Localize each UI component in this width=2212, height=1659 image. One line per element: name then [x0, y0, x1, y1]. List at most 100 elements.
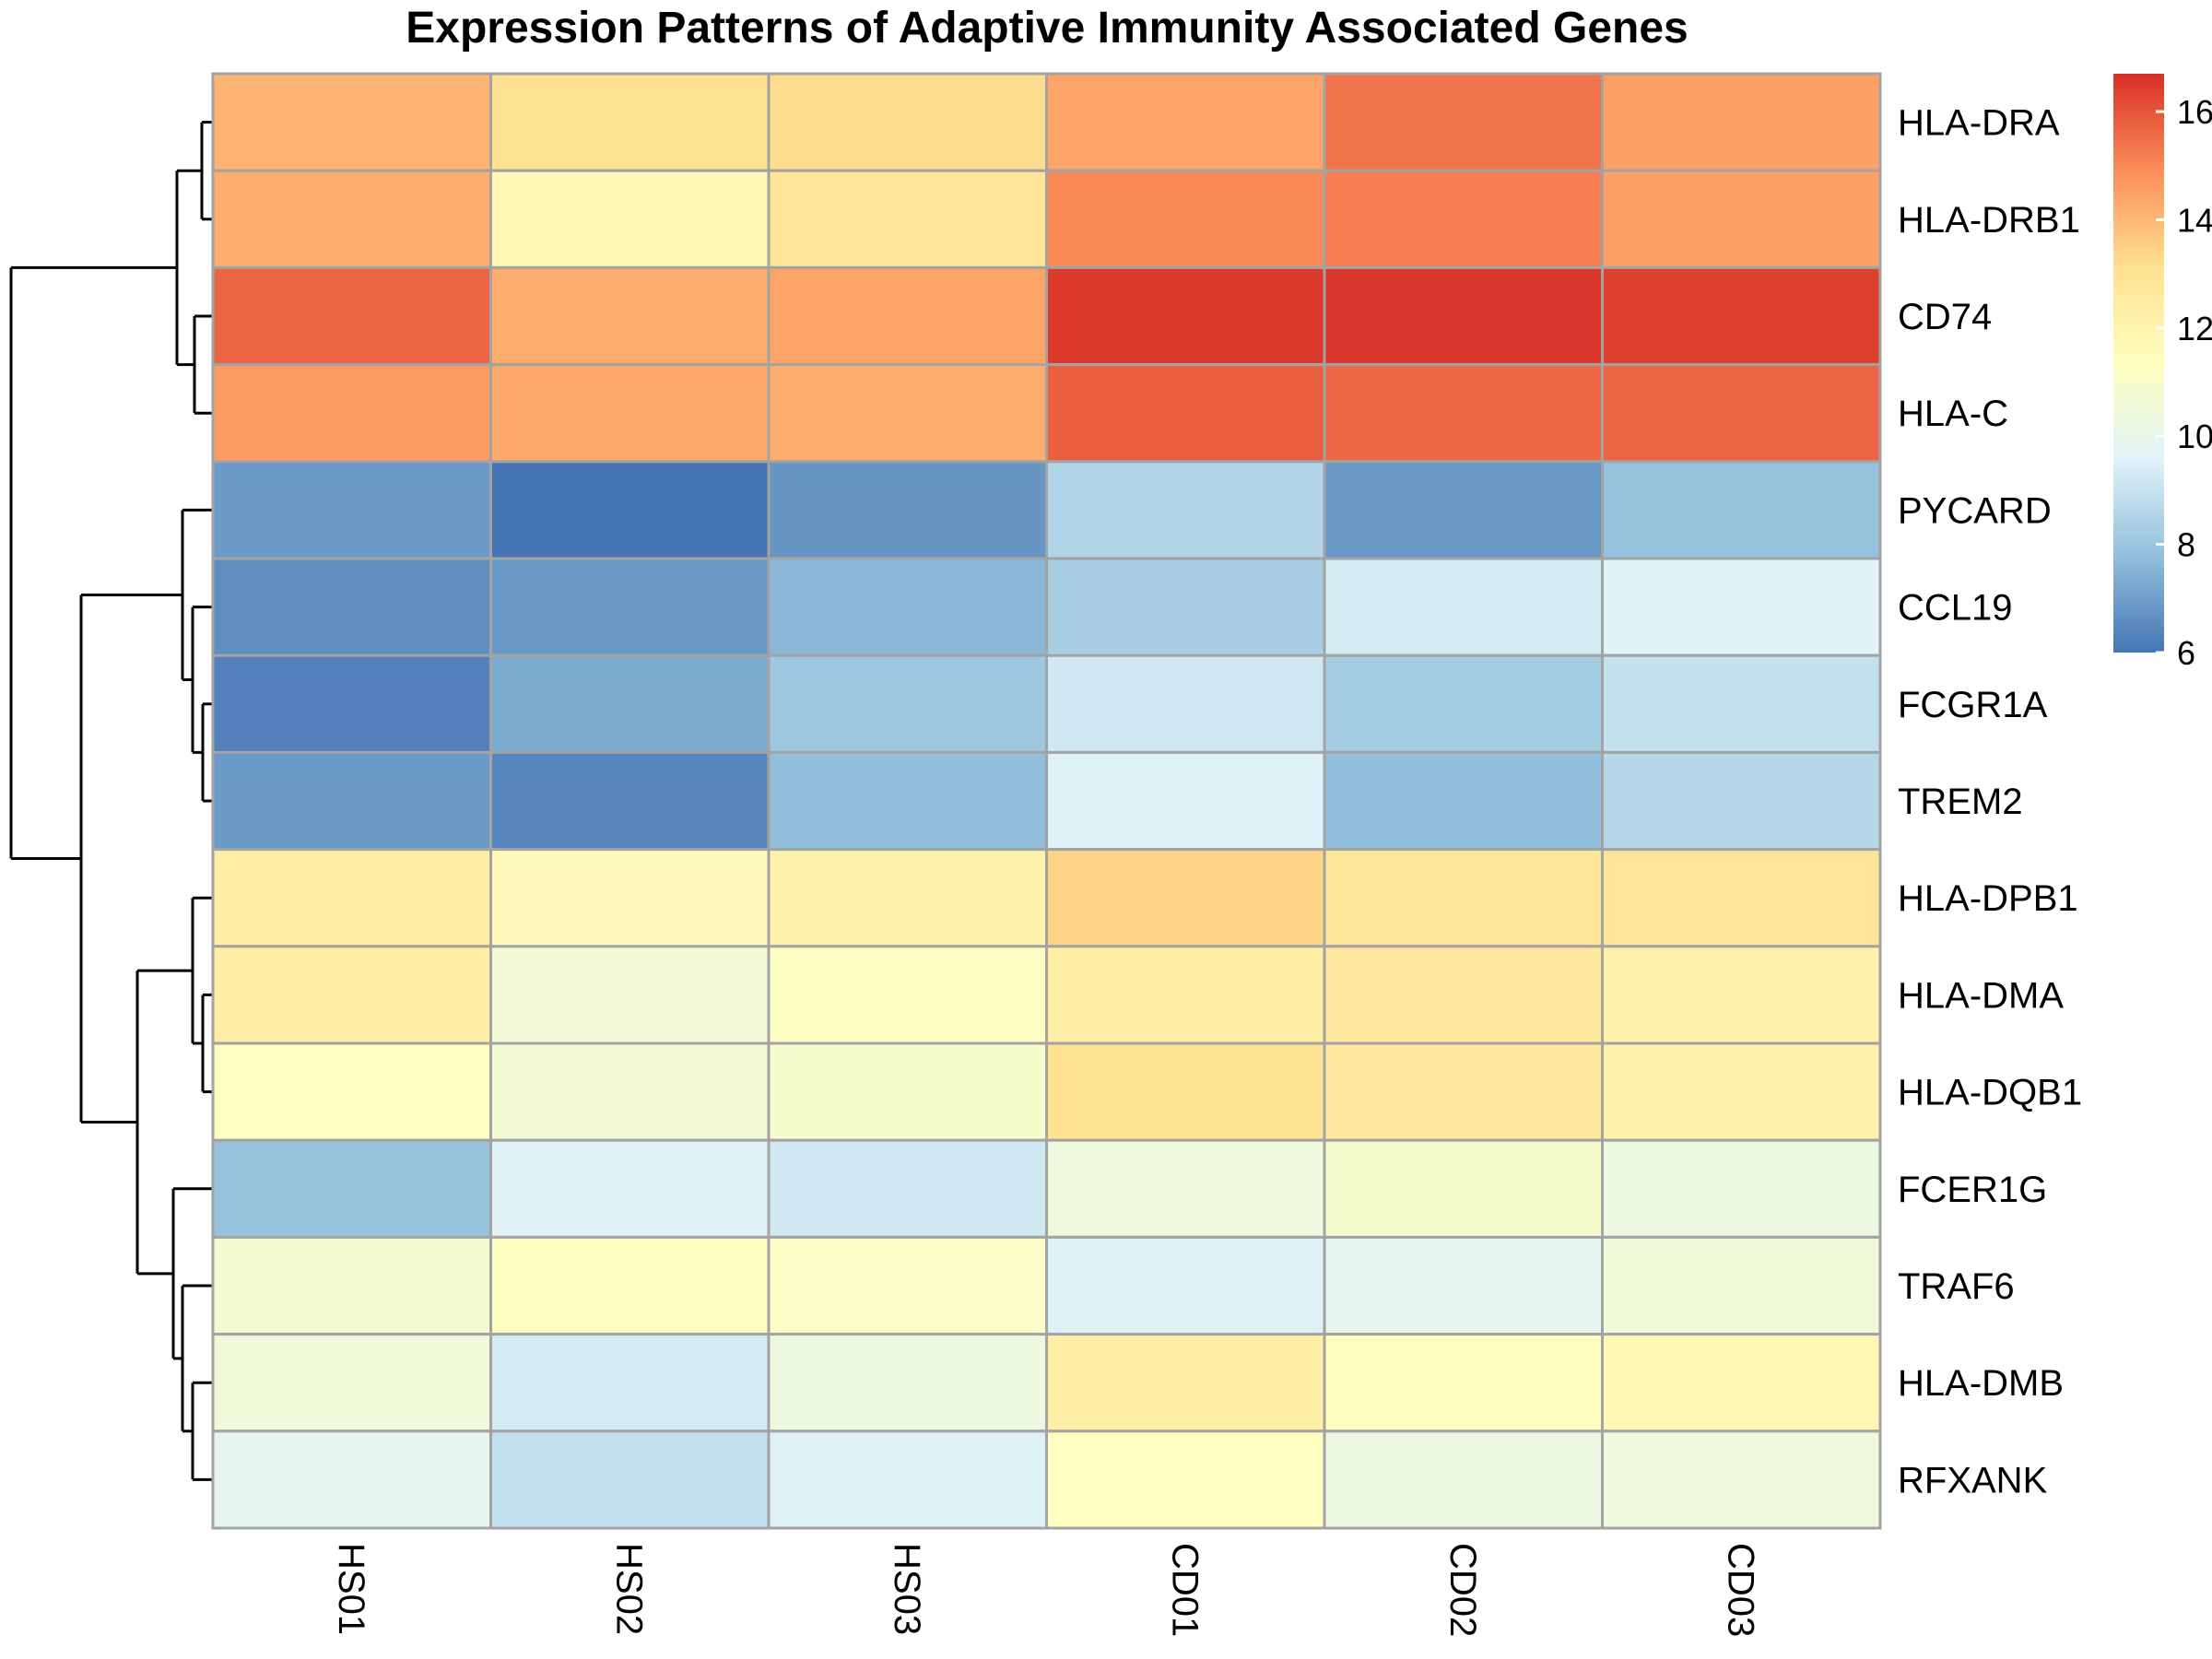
heatmap-cell	[489, 848, 771, 948]
heatmap-cell	[1601, 945, 1882, 1045]
column-labels: HS01 HS02 HS03 CD01 CD02 CD03	[331, 1543, 1761, 1637]
heatmap-cell	[489, 1333, 771, 1433]
heatmap-cell	[767, 848, 1048, 948]
row-label: HLA-DPB1	[1898, 878, 2078, 919]
heatmap-cell	[1323, 750, 1604, 852]
heatmap-cell	[211, 1138, 492, 1239]
legend-tick-label: 8	[2177, 526, 2195, 564]
heatmap-cell	[1323, 363, 1604, 464]
heatmap-cell	[211, 848, 492, 948]
heatmap-cell	[1323, 169, 1604, 269]
heatmap-cell	[1323, 557, 1604, 657]
legend-tick-label: 16	[2177, 93, 2212, 131]
heatmap-cell	[767, 1235, 1048, 1336]
row-label: HLA-C	[1898, 394, 2008, 434]
heatmap-cell	[489, 1041, 771, 1142]
column-label: HS03	[887, 1543, 927, 1635]
heatmap-cell	[211, 557, 492, 657]
row-label: HLA-DMA	[1898, 975, 2064, 1016]
chart-title: Expression Patterns of Adaptive Immunity…	[406, 4, 1688, 53]
row-label: TRAF6	[1898, 1266, 2015, 1307]
color-legend-ticks: 6 8 10 12 14 16	[2156, 93, 2212, 672]
heatmap-cell	[211, 945, 492, 1045]
heatmap-cell	[1045, 1138, 1326, 1239]
heatmap-cell	[489, 460, 771, 560]
heatmap-cell	[1601, 1041, 1882, 1142]
heatmap-cell	[767, 653, 1048, 754]
color-legend-bar	[2113, 74, 2164, 653]
heatmap-cell	[1045, 1430, 1326, 1530]
row-label: HLA-DQB1	[1898, 1073, 2082, 1113]
row-label: FCGR1A	[1898, 685, 2048, 725]
heatmap-cell	[1323, 945, 1604, 1045]
heatmap-cell	[1601, 1430, 1882, 1530]
column-label: CD02	[1442, 1543, 1483, 1637]
heatmap-cell	[1323, 1041, 1604, 1142]
row-label: FCER1G	[1898, 1170, 2047, 1210]
heatmap-cell	[1045, 848, 1326, 948]
heatmap-cell	[1045, 653, 1326, 754]
heatmap-cell	[1045, 169, 1326, 269]
heatmap-cell	[211, 1333, 492, 1433]
heatmap-cell	[1601, 265, 1882, 367]
heatmap-cell	[1323, 1235, 1604, 1336]
heatmap-cell	[489, 557, 771, 657]
heatmap-cell	[1045, 363, 1326, 464]
heatmap-cell	[1045, 945, 1326, 1045]
heatmap-cell	[489, 1430, 771, 1530]
heatmap-cell	[767, 1041, 1048, 1142]
heatmap-cell	[211, 72, 492, 172]
heatmap-cell	[1323, 1333, 1604, 1433]
heatmap-cell	[1323, 1430, 1604, 1530]
heatmap-cell	[489, 363, 771, 464]
row-label: HLA-DMB	[1898, 1363, 2064, 1404]
heatmap-cell	[767, 460, 1048, 560]
heatmap-cell	[767, 1333, 1048, 1433]
column-label: HS01	[331, 1543, 371, 1635]
heatmap-cell	[767, 72, 1048, 172]
legend-tick-label: 6	[2177, 634, 2195, 672]
heatmap-cell	[767, 1430, 1048, 1530]
heatmap-cell	[1045, 1235, 1326, 1336]
heatmap-cell	[211, 1430, 492, 1530]
heatmap-cell	[1045, 265, 1326, 367]
heatmap-cell	[211, 265, 492, 367]
heatmap-cell	[1045, 1041, 1326, 1142]
row-label: HLA-DRA	[1898, 103, 2060, 144]
row-label: CCL19	[1898, 588, 2013, 629]
heatmap-cell	[767, 1138, 1048, 1239]
heatmap-cell	[1601, 460, 1882, 560]
heatmap-cell	[1601, 1333, 1882, 1433]
heatmap-cell	[489, 945, 771, 1045]
heatmap-cell	[767, 750, 1048, 852]
heatmap-cell	[1601, 557, 1882, 657]
heatmap-cell	[211, 750, 492, 852]
heatmap-cell	[1323, 265, 1604, 367]
heatmap-cell	[489, 265, 771, 367]
column-label: CD03	[1720, 1543, 1760, 1637]
heatmap-cell	[1323, 72, 1604, 172]
heatmap-cell	[767, 945, 1048, 1045]
heatmap-cell	[211, 363, 492, 464]
heatmap-cell	[211, 169, 492, 269]
heatmap-cell	[767, 363, 1048, 464]
heatmap-cell	[1601, 750, 1882, 852]
row-label: RFXANK	[1898, 1460, 2048, 1500]
heatmap-cell	[211, 1041, 492, 1142]
heatmap-cells	[211, 72, 1882, 1530]
heatmap-cell	[489, 1235, 771, 1336]
heatmap-cell	[211, 460, 492, 560]
row-labels: HLA-DRA HLA-DRB1 CD74 HLA-C PYCARD CCL19 FCGR1…	[1898, 103, 2082, 1501]
column-label: HS02	[608, 1543, 649, 1635]
row-label: PYCARD	[1898, 490, 2052, 531]
heatmap-cell	[1323, 653, 1604, 754]
heatmap-cell	[1601, 363, 1882, 464]
column-label: CD01	[1164, 1543, 1205, 1637]
heatmap-cell	[1045, 557, 1326, 657]
heatmap-cell	[1045, 460, 1326, 560]
row-dendrogram	[9, 121, 213, 1481]
heatmap-cell	[1601, 653, 1882, 754]
heatmap-cell	[489, 1138, 771, 1239]
heatmap-cell	[1601, 72, 1882, 172]
heatmap-cell	[1601, 848, 1882, 948]
